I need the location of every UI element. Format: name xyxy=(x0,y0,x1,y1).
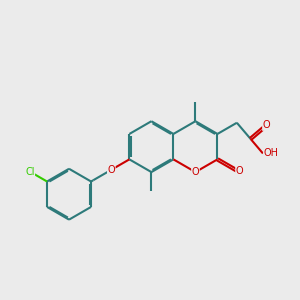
Text: O: O xyxy=(236,166,243,176)
Text: Cl: Cl xyxy=(25,167,34,177)
Text: O: O xyxy=(107,165,115,175)
Text: O: O xyxy=(192,167,199,177)
Text: OH: OH xyxy=(264,148,279,158)
Text: O: O xyxy=(263,120,270,130)
